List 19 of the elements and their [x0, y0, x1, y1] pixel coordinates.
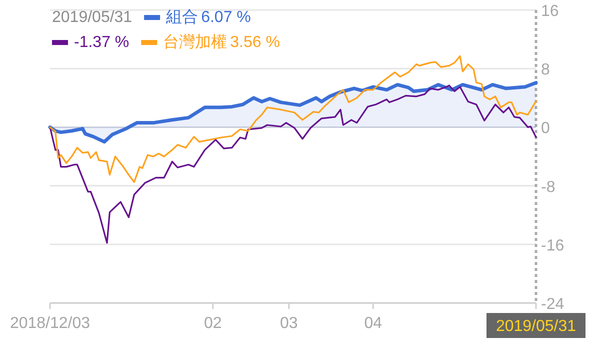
y-tick-label: 0 — [541, 120, 550, 138]
x-tick-label: 2018/12/03 — [10, 315, 90, 332]
x-tick-label: 02 — [204, 315, 222, 332]
x-tick-label: 04 — [364, 315, 382, 332]
legend-label: 台灣加權 — [163, 33, 228, 51]
annotation: 3.56 % — [230, 34, 280, 51]
annotation: 6.07 % — [201, 9, 251, 26]
y-tick-label: -16 — [541, 237, 564, 254]
line-series — [49, 55, 537, 183]
annotation: 2019/05/31 — [52, 9, 132, 26]
y-tick-label: 16 — [541, 3, 559, 20]
line-series — [49, 84, 537, 244]
x-tick-label: 2019/05/31 — [496, 318, 576, 335]
legend-label: 組合 — [165, 8, 198, 26]
x-tick-label: 03 — [280, 315, 298, 332]
y-tick-label: 8 — [541, 62, 550, 79]
y-tick-label: -24 — [541, 296, 564, 313]
annotation: -1.37 % — [74, 34, 130, 51]
y-tick-label: -8 — [541, 178, 556, 196]
